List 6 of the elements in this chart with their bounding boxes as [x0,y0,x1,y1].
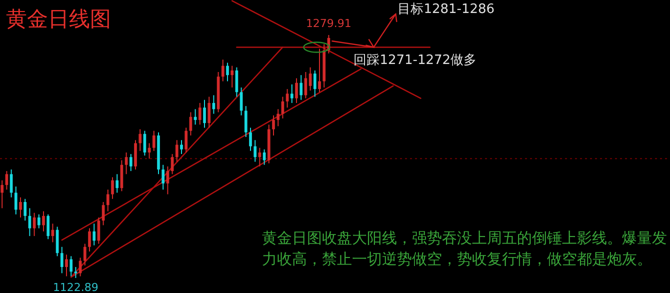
annotation: 1279.91 [306,17,352,30]
text: 目标1281-1286 [398,2,495,17]
annotation: 回踩1271-1272做多 [354,53,477,68]
chart-title: 黄金日线图 [6,7,111,31]
annotation: 1122.89 [52,281,98,293]
annotation: 黄金日图收盘大阳线，强势吞没上周五的倒锤上影线。爆量发力收高，禁止一切逆势做空，势收复行情，做空都是炮灰。 [262,228,667,270]
